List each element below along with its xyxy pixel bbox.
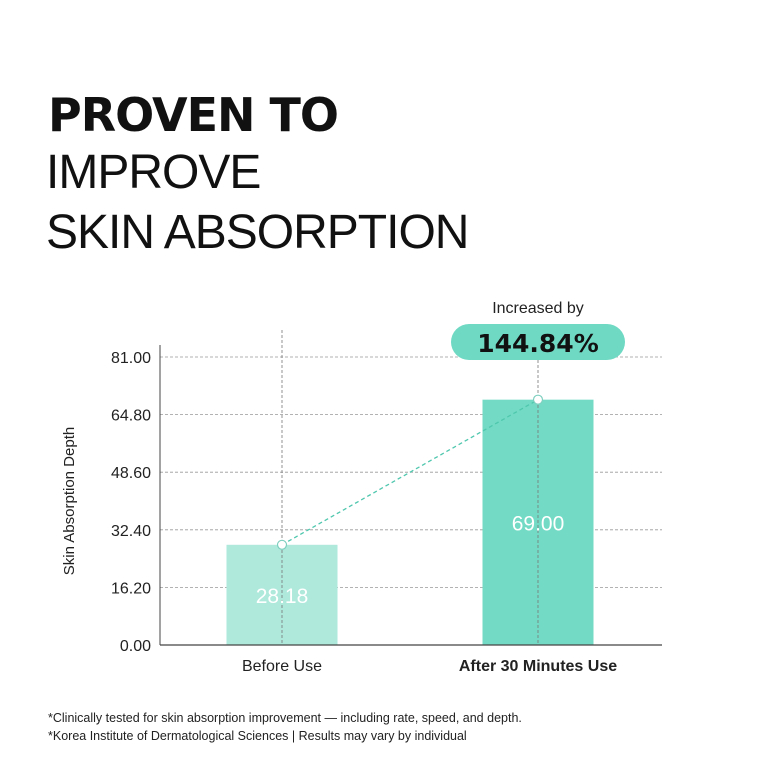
- y-axis-label: Skin Absorption Depth: [61, 427, 78, 575]
- y-tick-label: 0.00: [120, 638, 151, 655]
- title-line-3: SKIN ABSORPTION: [46, 206, 469, 259]
- x-tick-label: After 30 Minutes Use: [459, 658, 617, 675]
- data-point: [276, 539, 288, 550]
- connector-line: [281, 399, 539, 546]
- y-tick-label: 32.40: [111, 523, 151, 540]
- title-line-2: IMPROVE: [46, 146, 261, 199]
- annotation-value: 144.84%: [477, 329, 599, 358]
- bar-value-label: 69.00: [512, 512, 565, 535]
- y-tick-label: 64.80: [111, 408, 151, 425]
- y-tick-label: 16.20: [111, 580, 151, 597]
- annotation-pill: [451, 324, 625, 360]
- footnote-1: *Clinically tested for skin absorption i…: [48, 711, 522, 725]
- x-tick-label: Before Use: [242, 658, 322, 675]
- annotation-caption: Increased by: [492, 300, 584, 317]
- bar-value-label: 28.18: [256, 585, 309, 608]
- footnote-2: *Korea Institute of Dermatological Scien…: [48, 729, 467, 743]
- data-point: [532, 394, 544, 405]
- y-tick-label: 81.00: [111, 350, 151, 367]
- y-tick-label: 48.60: [111, 465, 151, 482]
- title-line-1: PROVEN TO: [48, 88, 339, 142]
